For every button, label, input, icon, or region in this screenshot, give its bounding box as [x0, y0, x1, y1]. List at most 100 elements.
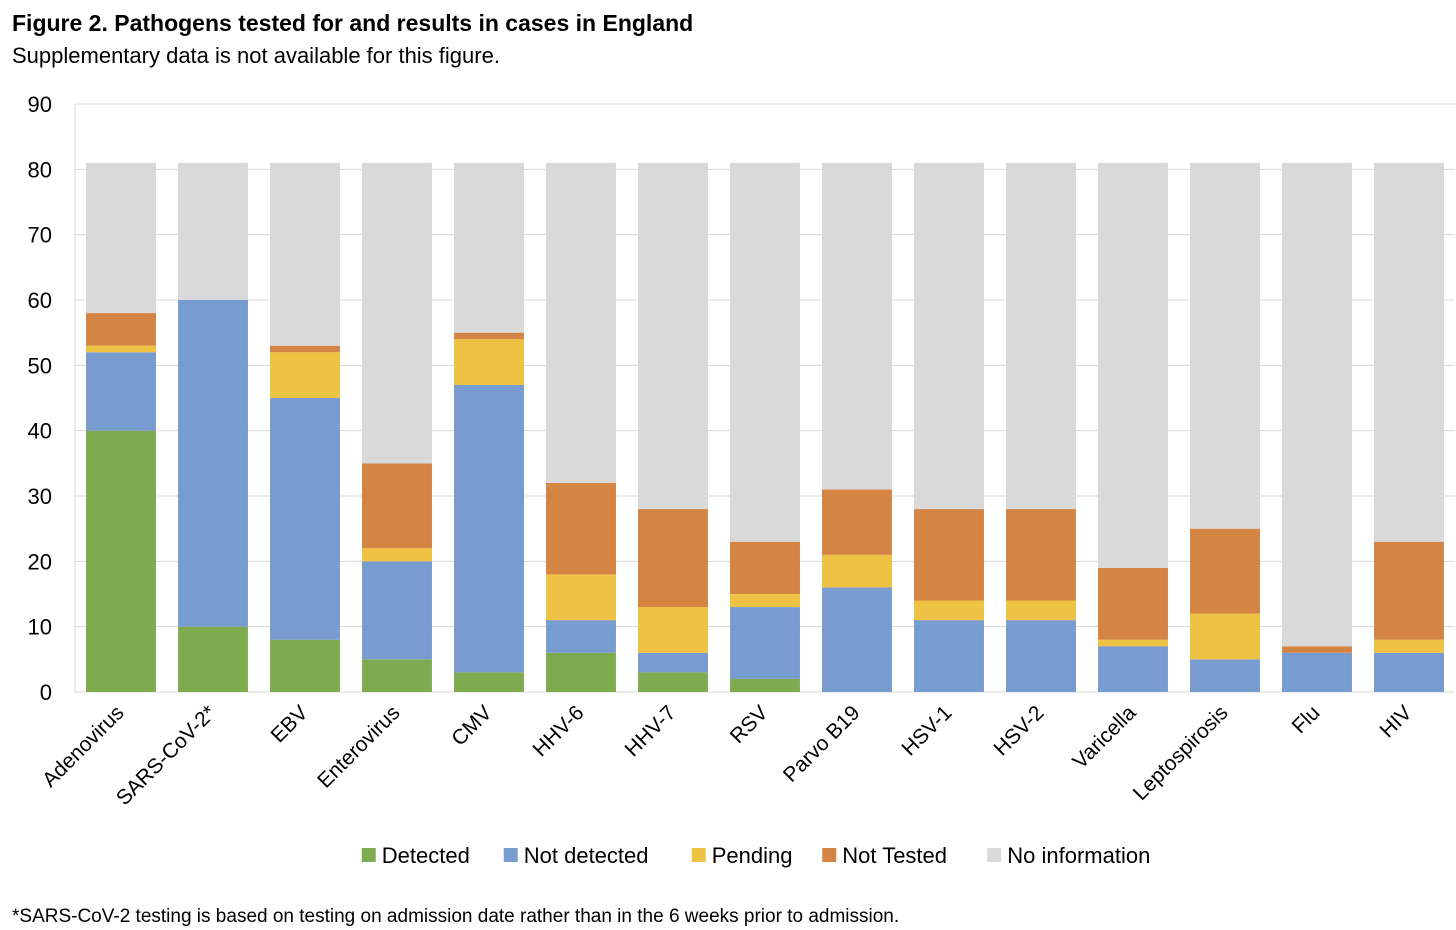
bar-segment — [454, 672, 524, 692]
bar-segment — [86, 313, 156, 346]
bar-segment — [730, 594, 800, 608]
bar-segment — [1374, 639, 1444, 653]
y-axis-ticks: 0 10 20 30 40 50 60 70 80 90 — [28, 92, 52, 705]
bar-segment — [1374, 162, 1444, 542]
bar-segment — [454, 332, 524, 340]
x-tick-label: HHV-7 — [621, 701, 681, 761]
bar-segment — [86, 162, 156, 314]
bar-segment — [730, 678, 800, 692]
bar-segment — [1098, 646, 1168, 692]
x-tick-label: EBV — [267, 701, 313, 747]
y-tick-label: 90 — [28, 92, 52, 117]
x-tick-label: CMV — [447, 701, 496, 750]
bar-segment — [638, 607, 708, 653]
bar-segment — [1282, 646, 1352, 653]
legend-swatch — [503, 848, 518, 862]
bar-segment — [178, 626, 248, 692]
bar-segment — [1190, 659, 1260, 692]
legend-label: No information — [1007, 843, 1150, 868]
bar-segment — [822, 489, 892, 555]
bar-segment — [638, 652, 708, 673]
bar-segment — [1098, 567, 1168, 640]
bar-segment — [822, 587, 892, 692]
legend-label: Not detected — [524, 843, 649, 868]
bar-segment — [1190, 528, 1260, 614]
y-tick-label: 70 — [28, 223, 52, 248]
legend-label: Detected — [382, 843, 470, 868]
bar-segment — [362, 659, 432, 692]
bar-segment — [270, 162, 340, 346]
bar-segment — [270, 639, 340, 692]
x-tick-label: RSV — [726, 701, 773, 748]
bar-segment — [730, 607, 800, 679]
bar-segment — [730, 541, 800, 594]
bar-segment — [1098, 639, 1168, 647]
bar-segment — [362, 561, 432, 660]
bar-segment — [914, 600, 984, 621]
legend-swatch — [361, 848, 376, 862]
legend-swatch — [691, 848, 706, 862]
x-tick-label: HHV-6 — [529, 701, 589, 761]
x-tick-label: Flu — [1288, 701, 1325, 738]
bar-segment — [362, 162, 432, 464]
legend-swatch — [822, 848, 837, 862]
bar-segment — [1282, 652, 1352, 692]
legend-label: Not Tested — [842, 843, 947, 868]
figure-subtitle: Supplementary data is not available for … — [12, 43, 500, 68]
bar-segment — [1374, 652, 1444, 692]
x-tick-label: Leptospirosis — [1129, 701, 1233, 805]
bar-segment — [1282, 162, 1352, 647]
bar-segment — [546, 652, 616, 692]
bar-segment — [546, 620, 616, 653]
bar-segment — [1006, 162, 1076, 510]
bar-segment — [270, 345, 340, 353]
bar-segment — [86, 352, 156, 431]
x-tick-label: Enterovirus — [313, 701, 404, 792]
y-tick-label: 50 — [28, 353, 52, 378]
y-tick-label: 40 — [28, 419, 52, 444]
bar-segment — [914, 509, 984, 601]
bar-segment — [86, 345, 156, 353]
y-tick-label: 80 — [28, 157, 52, 182]
legend-swatch — [987, 848, 1002, 862]
bar-segment — [1098, 162, 1168, 568]
legend-label: Pending — [712, 843, 793, 868]
bar-segment — [546, 574, 616, 621]
bar-segment — [1006, 600, 1076, 621]
x-tick-label: HIV — [1376, 701, 1417, 742]
bar-segment — [546, 482, 616, 575]
bar-segment — [178, 162, 248, 300]
x-tick-label: HSV-2 — [989, 701, 1048, 760]
bar-segment — [270, 398, 340, 640]
bar-segment — [178, 300, 248, 627]
bar-segment — [822, 162, 892, 490]
x-tick-label: Varicella — [1068, 701, 1140, 773]
bar-segment — [638, 672, 708, 692]
bar-segment — [914, 162, 984, 510]
bar-segment — [730, 162, 800, 542]
y-tick-label: 10 — [28, 615, 52, 640]
bar-segment — [1006, 509, 1076, 601]
figure-title: Figure 2. Pathogens tested for and resul… — [12, 10, 694, 36]
bar-segment — [1190, 613, 1260, 660]
x-tick-label: Parvo B19 — [779, 701, 865, 787]
bar-segment — [914, 620, 984, 692]
y-tick-label: 0 — [40, 680, 52, 705]
legend: Detected Not detected Pending Not Tested No … — [361, 843, 1150, 868]
bar-segment — [454, 384, 524, 673]
bar-segment — [362, 548, 432, 562]
figure-footnote: *SARS-CoV-2 testing is based on testing … — [12, 906, 900, 927]
bar-segment — [362, 463, 432, 549]
y-tick-label: 20 — [28, 549, 52, 574]
bar-segment — [86, 430, 156, 692]
bar-segment — [454, 339, 524, 385]
bar-segment — [638, 162, 708, 510]
bar-segment — [822, 554, 892, 588]
bar-segment — [270, 352, 340, 398]
x-tick-label: HSV-1 — [897, 701, 956, 760]
bar-segment — [638, 509, 708, 608]
x-tick-label: Adenovirus — [38, 701, 129, 792]
bar-segment — [1374, 541, 1444, 640]
bar-segment — [454, 162, 524, 333]
